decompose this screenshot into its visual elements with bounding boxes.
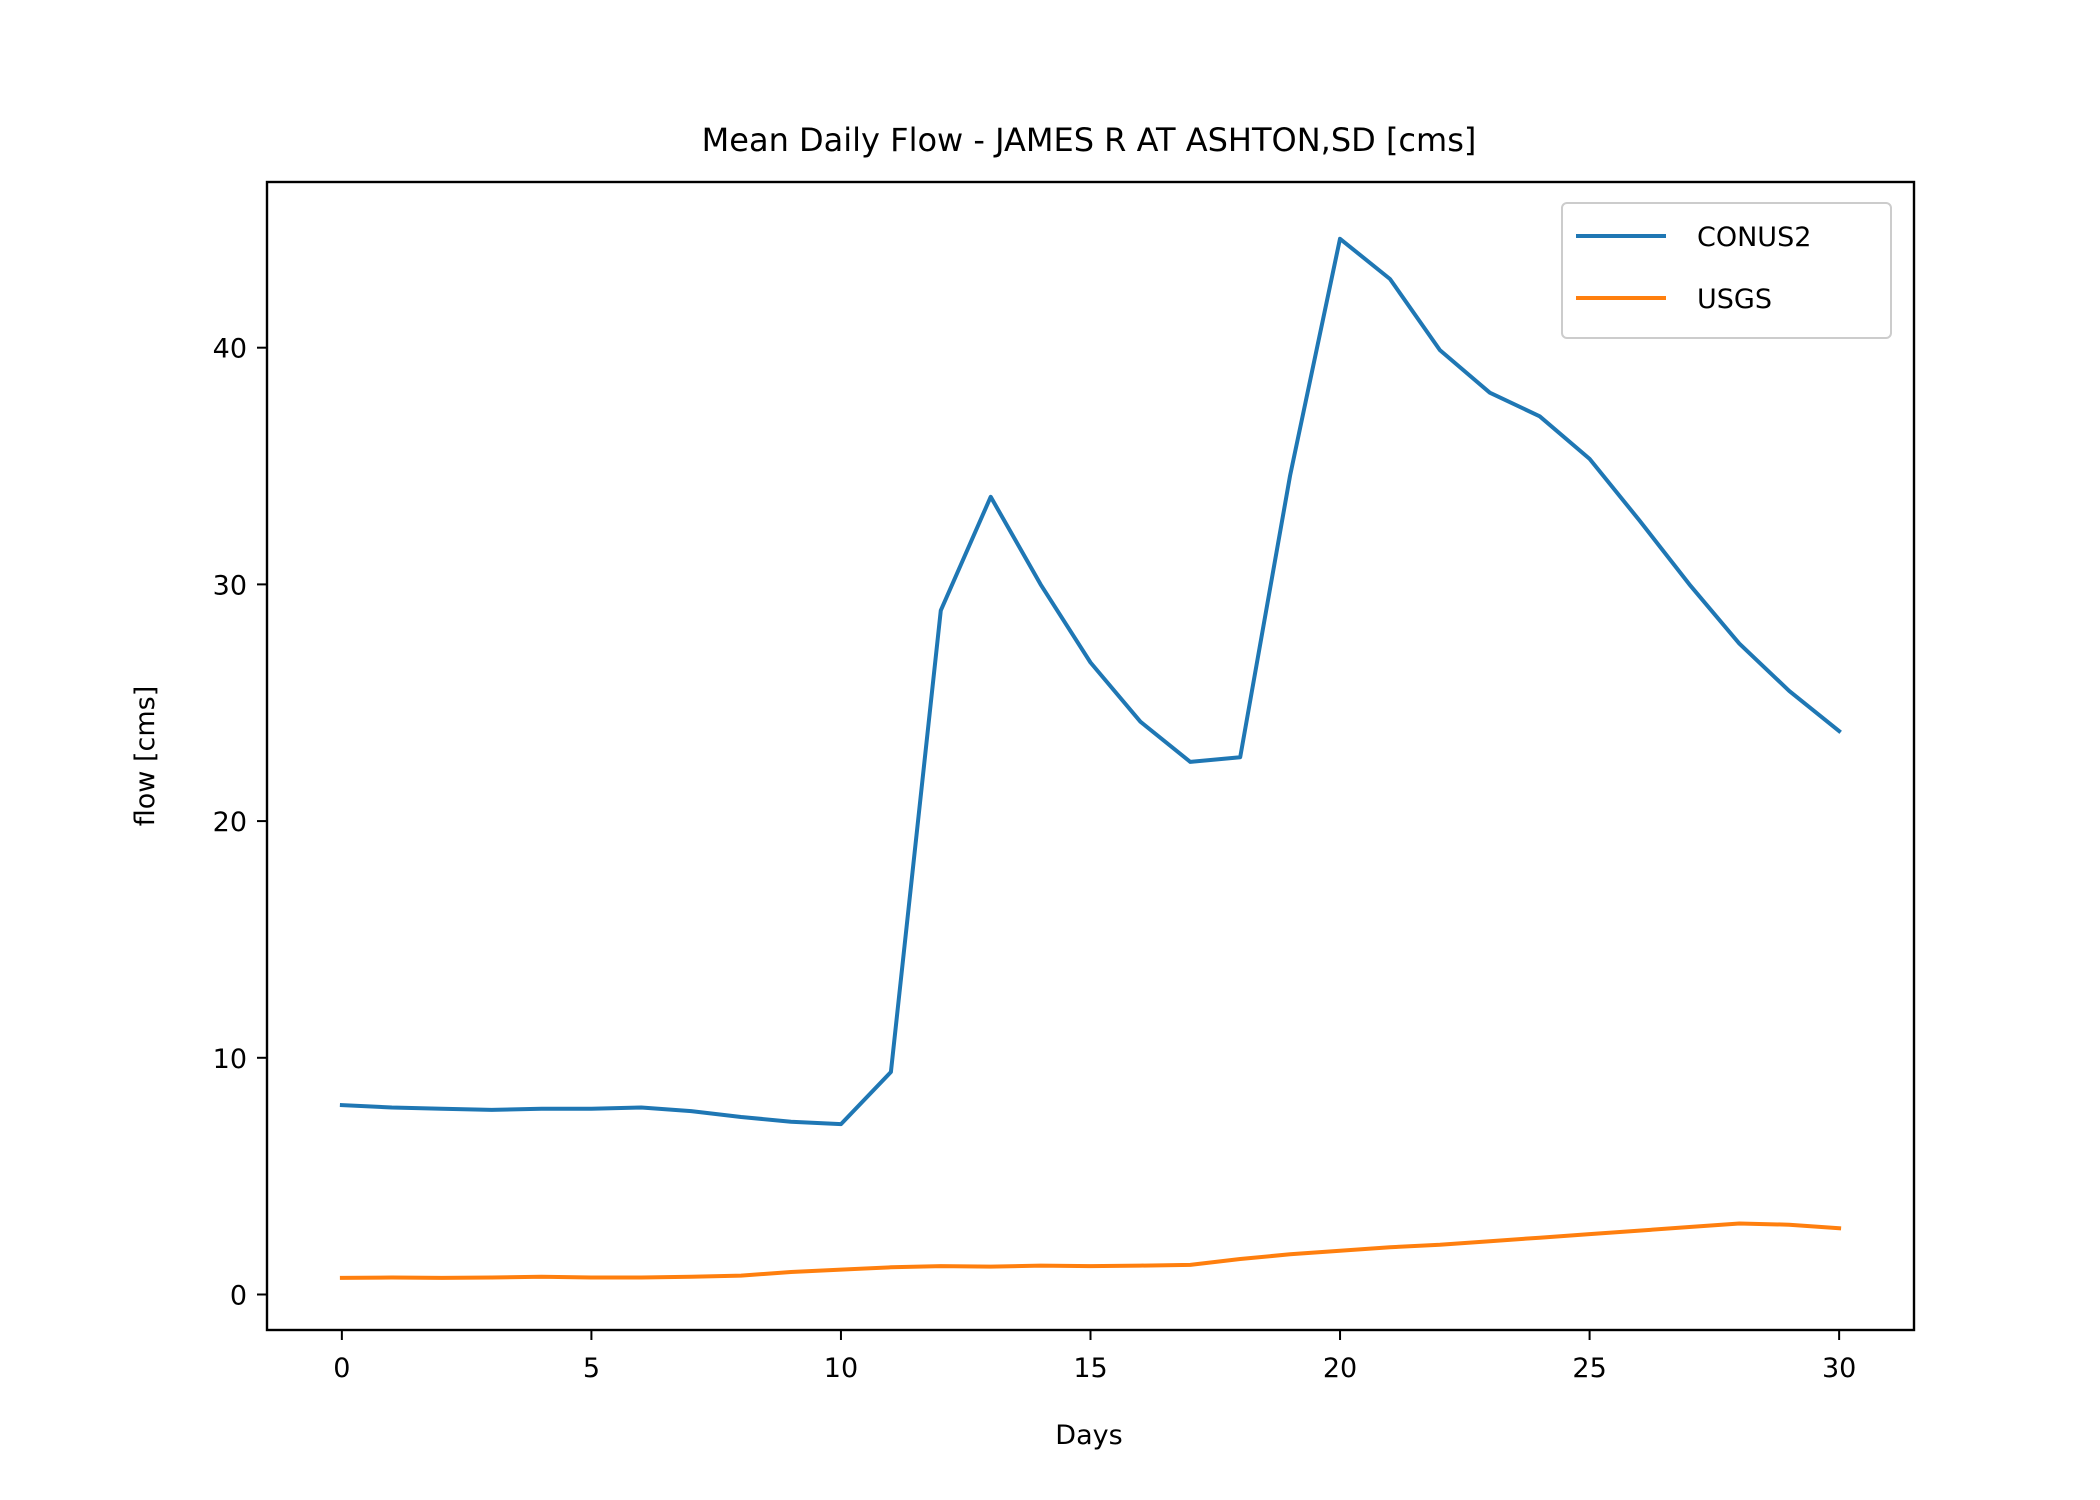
legend-label-conus2: CONUS2 [1697,222,1811,253]
y-tick-label: 20 [213,807,247,838]
x-tick-label: 10 [824,1353,858,1384]
y-tick-label: 10 [213,1044,247,1075]
x-tick-label: 20 [1323,1353,1357,1384]
y-tick-label: 30 [213,570,247,601]
y-tick-label: 0 [230,1280,247,1311]
y-tick-label: 40 [213,334,247,365]
x-tick-label: 30 [1822,1353,1856,1384]
plot-area [339,236,1842,1280]
x-tick-label: 5 [583,1353,600,1384]
y-axis: 0 10 20 30 40 [213,334,267,1311]
legend-label-usgs: USGS [1697,284,1772,315]
legend: CONUS2 USGS [1561,202,1892,339]
series-line-conus2 [339,236,1842,1127]
x-tick-label: 25 [1572,1353,1606,1384]
series-line-usgs [339,1221,1842,1280]
y-axis-label: flow [cms] [130,686,161,826]
x-tick-label: 15 [1073,1353,1107,1384]
x-axis-label: Days [1055,1420,1122,1451]
x-axis: 0 5 10 15 20 25 30 [333,1330,1856,1384]
x-tick-label: 0 [333,1353,350,1384]
chart-title: Mean Daily Flow - JAMES R AT ASHTON,SD [… [702,121,1477,159]
